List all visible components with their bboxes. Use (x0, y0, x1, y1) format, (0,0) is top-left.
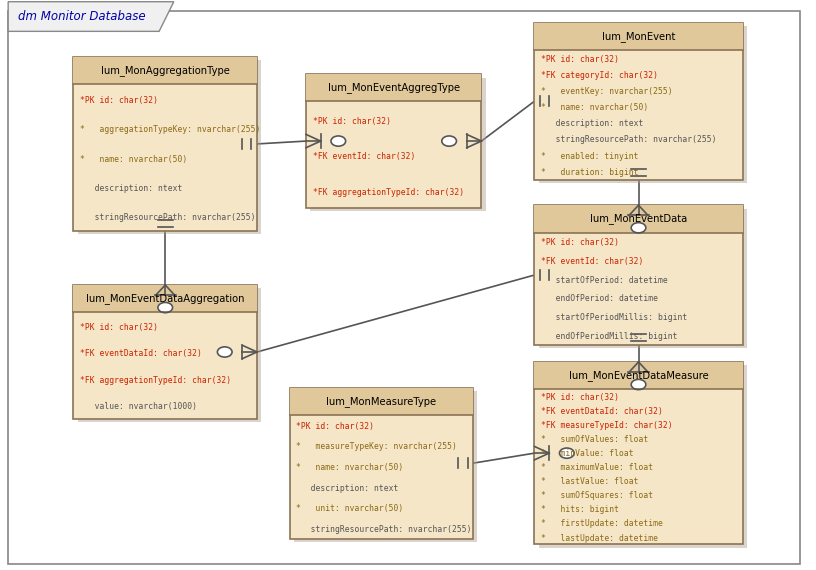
Text: *   sumOfValues: float: * sumOfValues: float (541, 435, 648, 444)
Text: Ium_MonAggregationType: Ium_MonAggregationType (101, 65, 229, 76)
Text: *   aggregationTypeKey: nvarchar(255): * aggregationTypeKey: nvarchar(255) (80, 125, 260, 135)
Text: *FK aggregationTypeId: char(32): *FK aggregationTypeId: char(32) (313, 188, 463, 197)
FancyBboxPatch shape (534, 362, 743, 389)
FancyBboxPatch shape (73, 57, 257, 84)
Text: *PK id: char(32): *PK id: char(32) (296, 422, 375, 431)
Text: startOfPeriod: datetime: startOfPeriod: datetime (541, 276, 667, 285)
Text: *PK id: char(32): *PK id: char(32) (80, 96, 158, 105)
Circle shape (217, 347, 232, 357)
Circle shape (631, 223, 646, 233)
Text: *FK eventDataId: char(32): *FK eventDataId: char(32) (541, 406, 663, 416)
Circle shape (441, 136, 456, 146)
Text: *   enabled: tinyint: * enabled: tinyint (541, 152, 638, 161)
Text: *   minValue: float: * minValue: float (541, 449, 634, 458)
Text: dm Monitor Database: dm Monitor Database (18, 10, 145, 23)
Text: *   name: nvarchar(50): * name: nvarchar(50) (296, 463, 403, 472)
FancyBboxPatch shape (534, 205, 743, 233)
FancyBboxPatch shape (290, 388, 473, 539)
Text: *FK categoryId: char(32): *FK categoryId: char(32) (541, 71, 658, 80)
FancyBboxPatch shape (73, 285, 257, 312)
FancyBboxPatch shape (534, 23, 743, 180)
FancyBboxPatch shape (78, 288, 261, 422)
Text: Ium_MonEvent: Ium_MonEvent (602, 31, 675, 42)
Text: Ium_MonMeasureType: Ium_MonMeasureType (326, 396, 437, 407)
Text: *FK eventId: char(32): *FK eventId: char(32) (313, 152, 415, 161)
Text: Ium_MonEventDataMeasure: Ium_MonEventDataMeasure (569, 370, 708, 381)
Circle shape (560, 448, 574, 458)
Text: *   name: nvarchar(50): * name: nvarchar(50) (80, 154, 187, 164)
Text: stringResourcePath: nvarchar(255): stringResourcePath: nvarchar(255) (541, 136, 716, 144)
Text: *PK id: char(32): *PK id: char(32) (541, 238, 619, 247)
FancyBboxPatch shape (73, 57, 257, 231)
Text: *   eventKey: nvarchar(255): * eventKey: nvarchar(255) (541, 87, 672, 96)
Text: *PK id: char(32): *PK id: char(32) (541, 55, 619, 64)
Text: startOfPeriodMillis: bigint: startOfPeriodMillis: bigint (541, 313, 687, 322)
Circle shape (158, 303, 173, 313)
Text: *   unit: nvarchar(50): * unit: nvarchar(50) (296, 504, 403, 513)
Text: description: ntext: description: ntext (80, 184, 182, 193)
Text: *   hits: bigint: * hits: bigint (541, 506, 619, 514)
Text: description: ntext: description: ntext (541, 119, 643, 128)
FancyBboxPatch shape (310, 78, 486, 211)
Text: *FK aggregationTypeId: char(32): *FK aggregationTypeId: char(32) (80, 376, 231, 385)
FancyBboxPatch shape (534, 362, 743, 544)
FancyBboxPatch shape (539, 26, 747, 183)
Text: *PK id: char(32): *PK id: char(32) (313, 116, 391, 125)
FancyBboxPatch shape (306, 74, 481, 101)
FancyBboxPatch shape (290, 388, 473, 415)
Text: *   measureTypeKey: nvarchar(255): * measureTypeKey: nvarchar(255) (296, 442, 457, 451)
Text: stringResourcePath: nvarchar(255): stringResourcePath: nvarchar(255) (80, 213, 255, 222)
Text: endOfPeriodMillis: bigint: endOfPeriodMillis: bigint (541, 332, 677, 341)
FancyBboxPatch shape (73, 285, 257, 419)
FancyBboxPatch shape (534, 205, 743, 345)
Text: *   firstUpdate: datetime: * firstUpdate: datetime (541, 519, 663, 528)
FancyBboxPatch shape (294, 391, 477, 542)
Polygon shape (8, 2, 174, 31)
Text: *PK id: char(32): *PK id: char(32) (80, 323, 158, 332)
Text: Ium_MonEventData: Ium_MonEventData (590, 213, 687, 225)
Text: *   lastUpdate: datetime: * lastUpdate: datetime (541, 534, 658, 543)
Text: description: ntext: description: ntext (296, 483, 398, 492)
Text: *FK eventDataId: char(32): *FK eventDataId: char(32) (80, 349, 202, 358)
FancyBboxPatch shape (78, 60, 261, 234)
Text: *   duration: bigint: * duration: bigint (541, 168, 638, 177)
FancyBboxPatch shape (306, 74, 481, 208)
FancyBboxPatch shape (534, 23, 743, 50)
Text: Ium_MonEventDataAggregation: Ium_MonEventDataAggregation (86, 293, 245, 304)
Text: *   name: nvarchar(50): * name: nvarchar(50) (541, 103, 648, 112)
Text: endOfPeriod: datetime: endOfPeriod: datetime (541, 295, 658, 303)
Text: *   sumOfSquares: float: * sumOfSquares: float (541, 491, 653, 500)
Text: *PK id: char(32): *PK id: char(32) (541, 393, 619, 401)
Text: *FK measureTypeId: char(32): *FK measureTypeId: char(32) (541, 421, 672, 430)
Circle shape (331, 136, 346, 146)
FancyBboxPatch shape (539, 365, 747, 548)
Text: *   maximumValue: float: * maximumValue: float (541, 463, 653, 472)
Text: *   lastValue: float: * lastValue: float (541, 477, 638, 486)
Circle shape (631, 380, 646, 390)
Text: value: nvarchar(1000): value: nvarchar(1000) (80, 402, 197, 412)
Text: stringResourcePath: nvarchar(255): stringResourcePath: nvarchar(255) (296, 525, 472, 534)
Text: Ium_MonEventAggregType: Ium_MonEventAggregType (328, 82, 459, 93)
Text: *FK eventId: char(32): *FK eventId: char(32) (541, 257, 643, 266)
FancyBboxPatch shape (539, 209, 747, 348)
